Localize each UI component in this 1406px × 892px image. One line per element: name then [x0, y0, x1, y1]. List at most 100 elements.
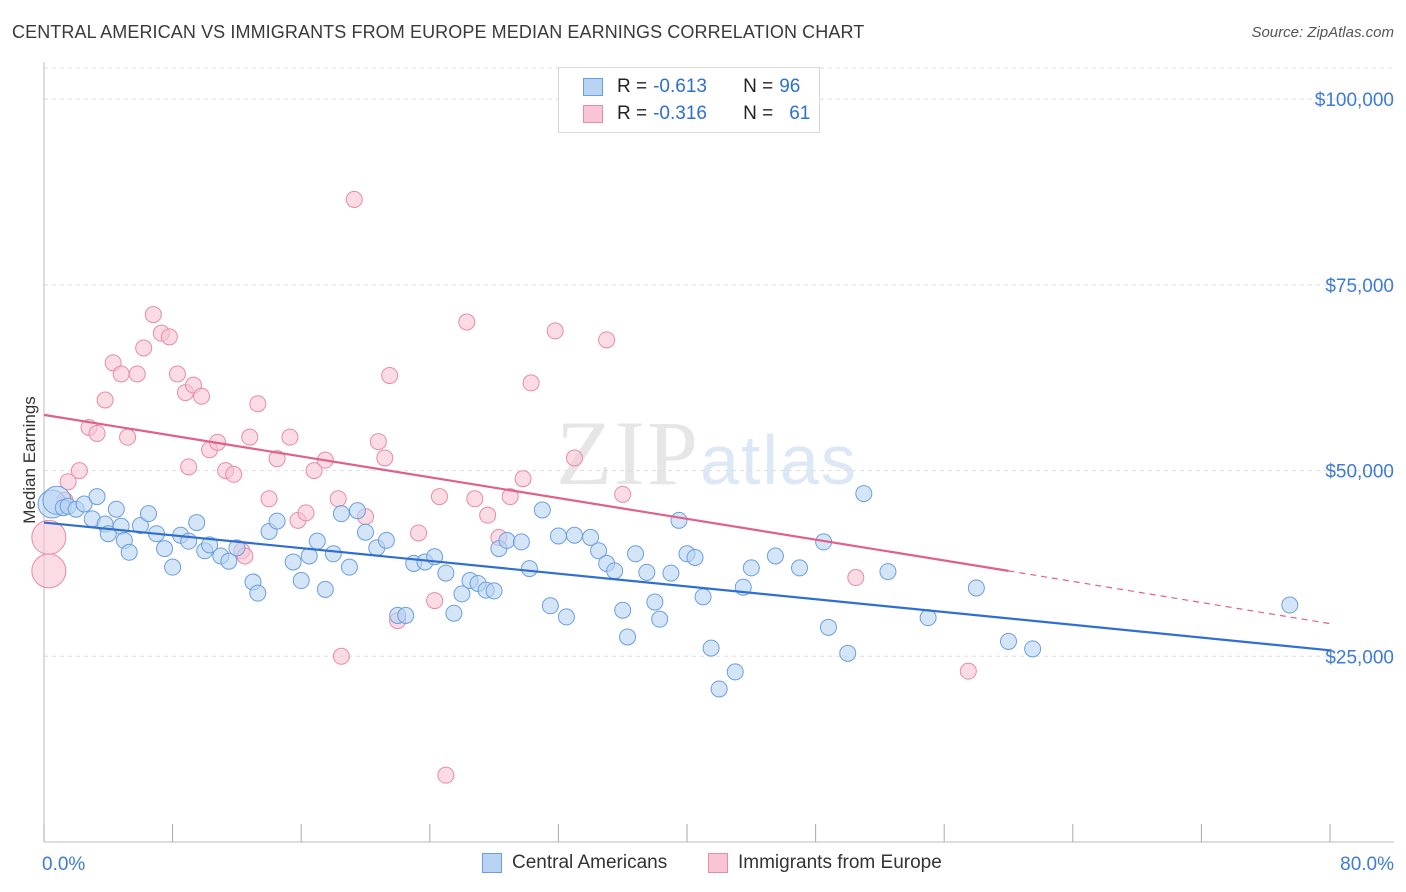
data-point-europe [31, 553, 67, 589]
data-point-central-american [839, 644, 857, 662]
data-point-europe [119, 428, 137, 446]
data-point-europe [959, 662, 977, 680]
y-tick-label: $75,000 [1325, 276, 1394, 297]
data-point-europe [70, 462, 88, 480]
data-point-central-american [268, 512, 286, 530]
data-point-central-american [316, 580, 334, 598]
data-point-europe [426, 592, 444, 610]
data-point-europe [59, 473, 77, 491]
data-point-central-american [606, 562, 624, 580]
data-point-europe [180, 458, 198, 476]
legend-r-label: R = [617, 76, 648, 97]
data-point-europe [305, 462, 323, 480]
y-tick-label: $50,000 [1325, 462, 1394, 483]
correlation-legend: R = -0.613 N = 96 R = -0.316 N = 61 [558, 67, 820, 133]
legend-row-immigrants-europe: R = -0.316 N = 61 [583, 102, 810, 126]
legend-row-central-americans: R = -0.613 N = 96 [583, 75, 800, 99]
data-point-europe [437, 766, 455, 784]
data-point-europe [128, 365, 146, 383]
data-point-europe [144, 306, 162, 324]
data-point-europe [241, 428, 259, 446]
data-point-central-american [88, 488, 106, 506]
data-point-central-american [694, 588, 712, 606]
data-point-central-american [520, 560, 538, 578]
data-point-central-american [1000, 632, 1017, 650]
data-point-central-american [292, 572, 310, 590]
data-point-europe [466, 490, 484, 508]
data-point-europe [225, 465, 243, 483]
data-point-europe [410, 524, 428, 542]
data-point-europe [135, 339, 153, 357]
legend-n-label: N = [743, 103, 774, 124]
data-point-central-american [139, 505, 157, 523]
data-point-europe [168, 365, 186, 383]
data-point-central-american [791, 559, 809, 577]
data-point-central-american [726, 663, 744, 681]
chart-title: CENTRAL AMERICAN VS IMMIGRANTS FROM EURO… [12, 22, 865, 42]
x-tick-label: 0.0% [42, 854, 85, 875]
legend-r-value: -0.316 [653, 103, 707, 124]
legend-swatch-pink [708, 853, 728, 873]
data-point-europe [297, 504, 315, 522]
legend-item-central-americans[interactable]: Central Americans [482, 852, 667, 874]
data-point-europe [501, 488, 519, 506]
data-point-central-american [348, 502, 366, 520]
data-point-central-american [324, 545, 342, 563]
data-point-central-american [819, 618, 837, 636]
data-point-central-american [340, 558, 358, 576]
trendline-immigrants-europe-extension [1008, 570, 1331, 625]
data-point-europe [565, 449, 583, 467]
data-point-europe [546, 322, 564, 340]
legend-item-immigrants-europe[interactable]: Immigrants from Europe [708, 852, 942, 874]
data-point-europe [381, 366, 399, 384]
data-point-central-american [619, 628, 637, 646]
data-point-central-american [397, 606, 415, 624]
y-tick-label: $100,000 [1315, 90, 1394, 111]
data-point-central-american [710, 680, 728, 698]
data-point-central-american [638, 563, 656, 581]
data-point-europe [329, 490, 347, 508]
data-point-europe [249, 395, 267, 413]
data-point-europe [458, 313, 476, 331]
data-point-central-american [662, 564, 680, 582]
data-point-central-american [967, 579, 985, 597]
data-point-central-american [702, 639, 720, 657]
data-point-europe [160, 328, 178, 346]
data-point-central-american [156, 540, 174, 558]
data-point-europe [332, 647, 350, 665]
data-point-europe [193, 387, 211, 405]
data-point-central-american [308, 532, 326, 550]
legend-swatch-blue [482, 853, 502, 873]
data-point-central-american [557, 608, 575, 626]
legend-n-label: N = [743, 76, 774, 97]
data-point-central-american [437, 564, 455, 582]
data-point-central-american [1281, 596, 1299, 614]
data-point-europe [369, 433, 387, 451]
data-point-europe [430, 488, 448, 506]
data-point-europe [345, 190, 363, 208]
y-tick-label: $25,000 [1325, 647, 1394, 668]
data-point-central-american [188, 514, 206, 532]
data-point-central-american [651, 610, 669, 628]
data-point-europe [31, 519, 67, 555]
data-point-central-american [120, 543, 138, 561]
legend-swatch-blue [583, 78, 603, 96]
data-point-central-american [75, 495, 93, 513]
data-point-central-american [742, 559, 760, 577]
data-point-central-american [377, 531, 395, 549]
source-label: Source: ZipAtlas.com [1251, 24, 1394, 41]
legend-label: Immigrants from Europe [738, 852, 942, 873]
x-tick-label: 80.0% [1340, 854, 1394, 875]
legend-swatch-pink [583, 105, 603, 123]
data-point-central-american [131, 517, 149, 535]
data-point-central-american [249, 584, 267, 602]
data-point-europe [112, 365, 130, 383]
trendline-immigrants-europe [43, 413, 1009, 572]
data-point-central-american [107, 500, 125, 518]
trendline-central-americans [43, 521, 1331, 652]
data-point-central-american [164, 558, 182, 576]
data-point-europe [96, 391, 114, 409]
data-point-central-american [357, 523, 374, 541]
data-point-europe [88, 424, 106, 442]
